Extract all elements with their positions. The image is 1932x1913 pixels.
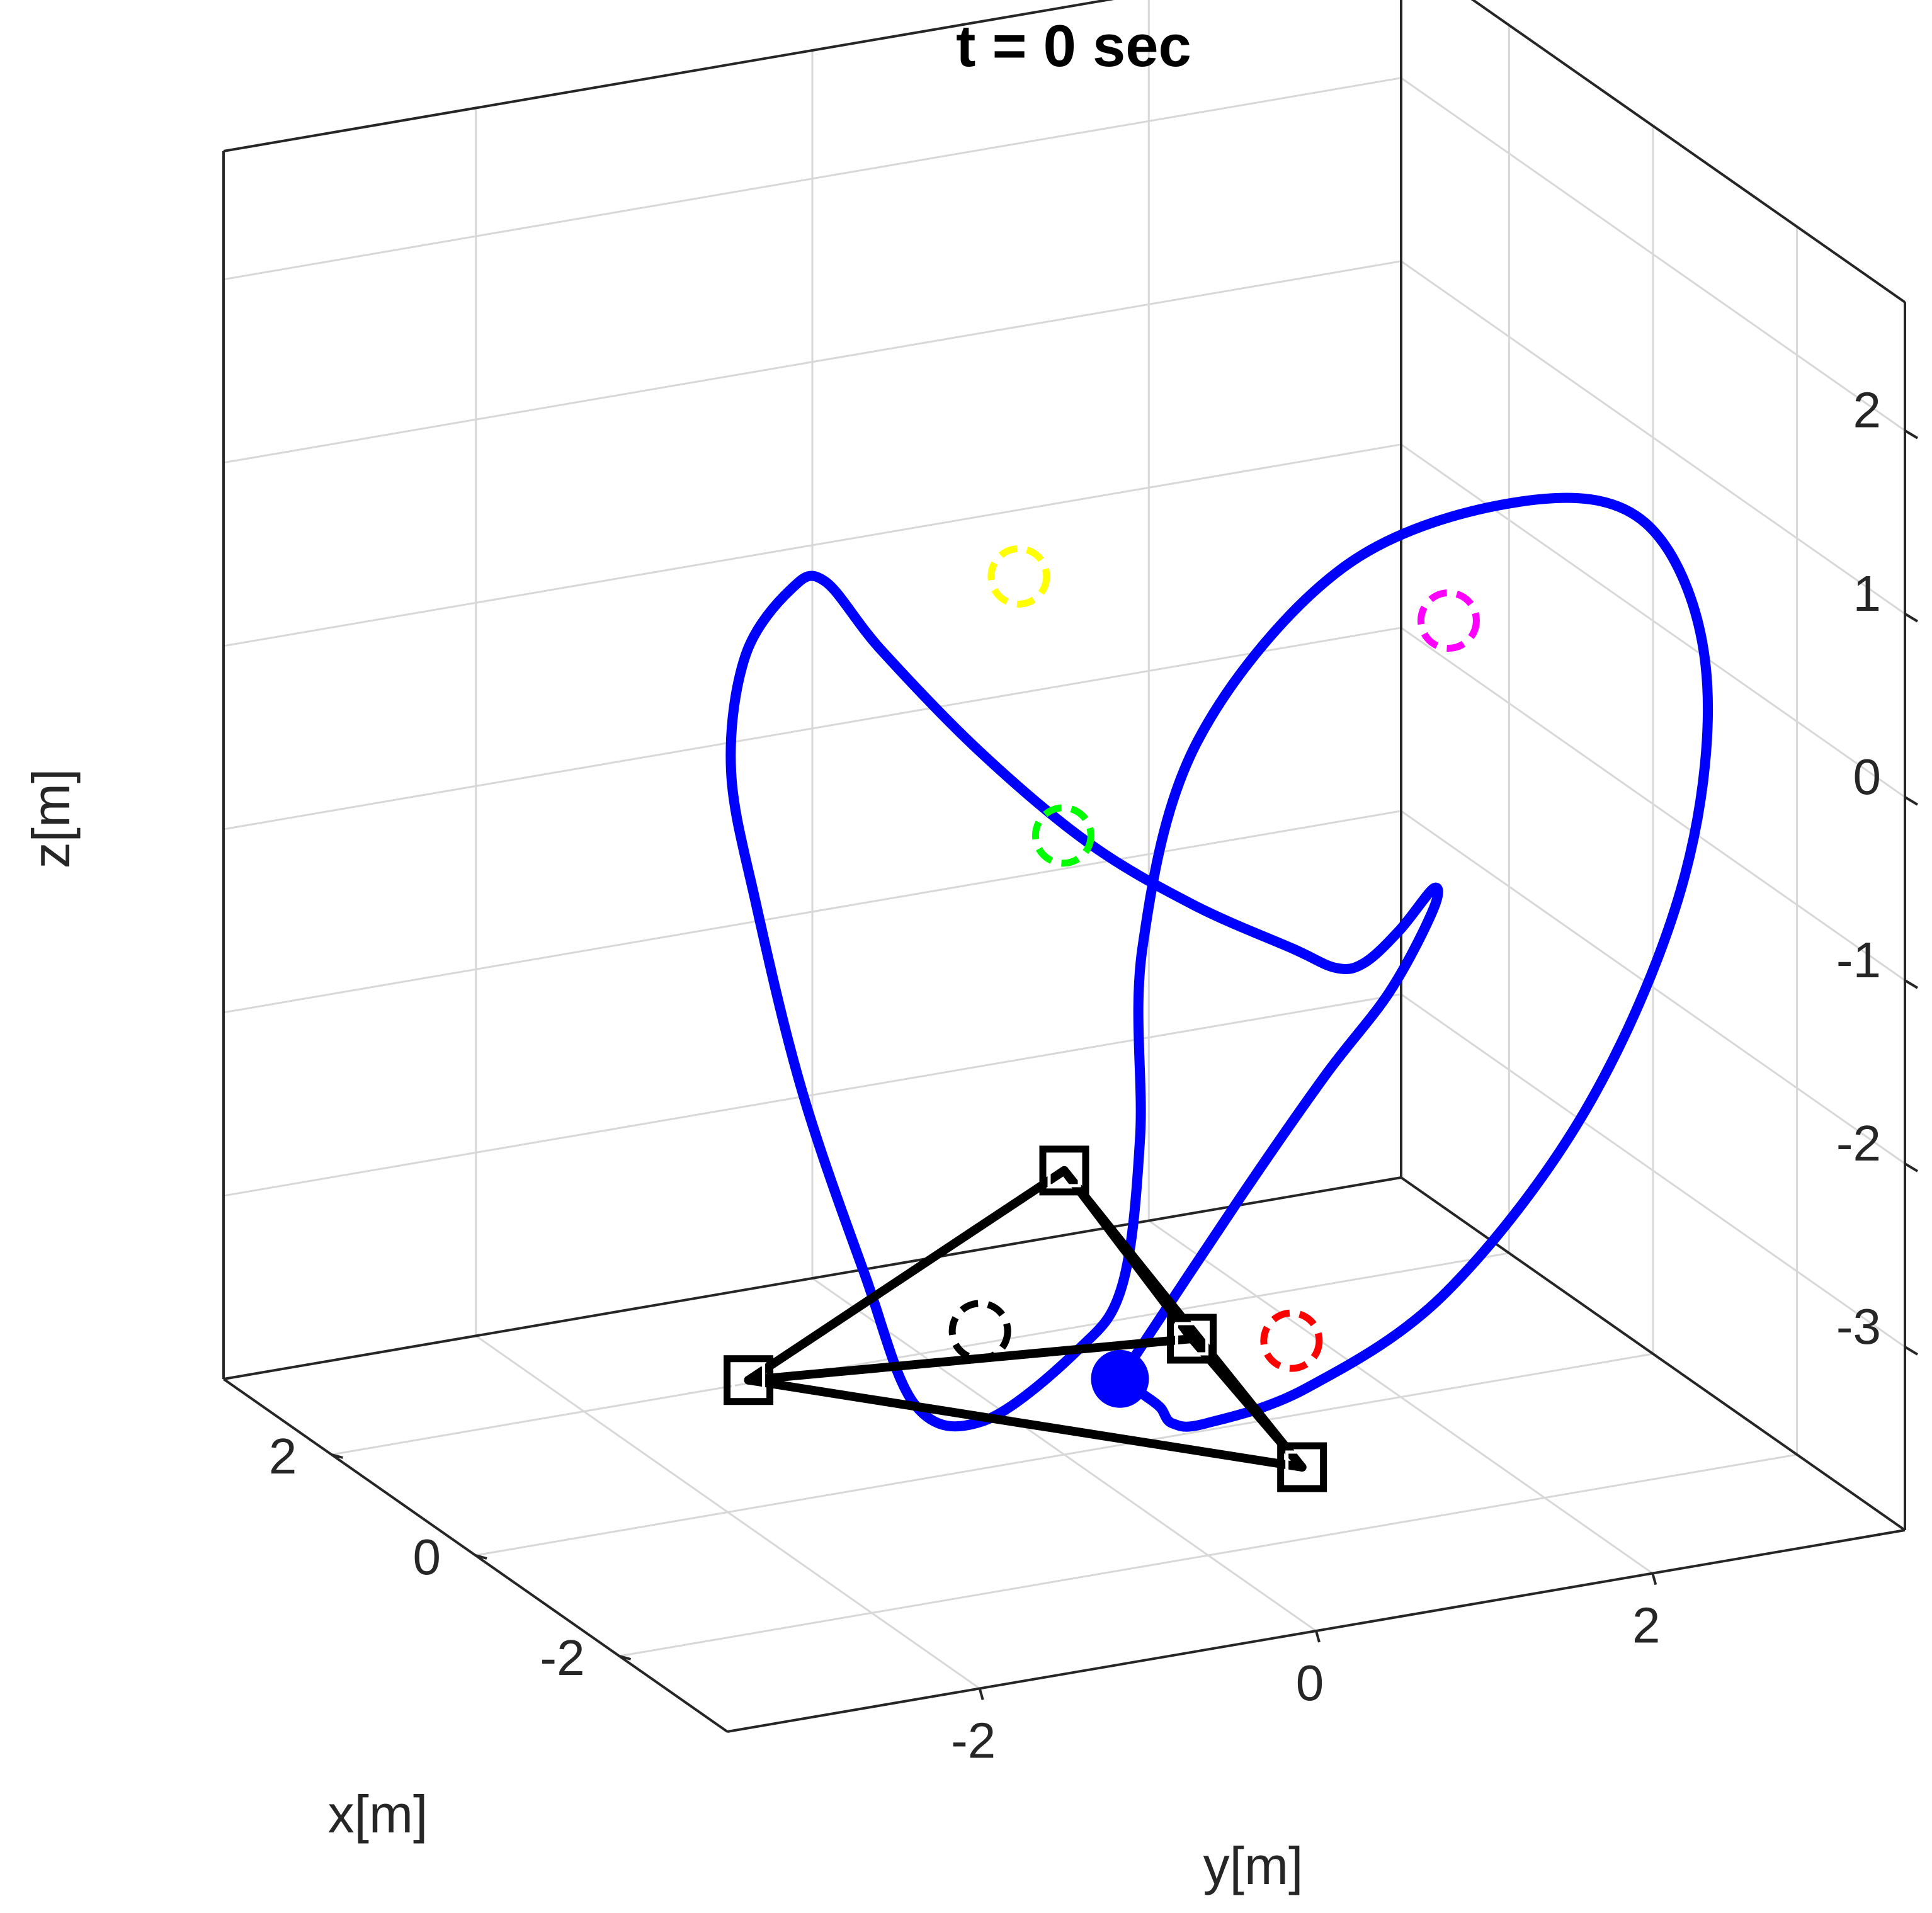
vertex-square-inner — [732, 1363, 766, 1397]
x-tick-mark — [619, 1655, 632, 1660]
target-marker — [1031, 804, 1094, 867]
grid-line-floor-y — [475, 1335, 980, 1689]
structure-edge — [744, 1166, 1069, 1385]
grid-line-back-z — [223, 443, 1402, 647]
grid-line-back-z — [223, 810, 1402, 1014]
z-tick-mark — [1904, 1162, 1919, 1172]
vertex-square-inner — [1047, 1154, 1081, 1188]
vertex-square-inner — [1175, 1322, 1209, 1356]
x-tick-label: -2 — [540, 1630, 584, 1686]
tick-marks — [331, 429, 1919, 1700]
chart-title: t = 0 sec — [956, 13, 1191, 79]
grid-line-back-z — [223, 627, 1402, 831]
grid-line-floor-y — [1148, 1220, 1654, 1574]
z-tick-mark — [1904, 1346, 1919, 1356]
z-tick-label: 1 — [1853, 565, 1882, 622]
grid-line-back-z — [223, 77, 1402, 281]
x-axis-label: x[m] — [328, 1785, 428, 1844]
grid-line-floor-y — [812, 1277, 1317, 1632]
trajectory-line — [725, 492, 1713, 1432]
z-tick-label: -2 — [1836, 1115, 1881, 1171]
vertex-square-inner — [1285, 1450, 1319, 1484]
x-tick-mark — [331, 1453, 343, 1459]
y-tick-mark — [1651, 1573, 1657, 1586]
target-marker — [987, 545, 1050, 608]
tick-labels: -2 0 2 -2 0 2 -3 -2 -1 0 1 2 — [269, 382, 1881, 1769]
plot-series — [725, 492, 1713, 1432]
y-tick-label: 0 — [1296, 1655, 1324, 1711]
z-tick-label: 2 — [1853, 382, 1882, 438]
vertex-square-marker — [724, 1355, 774, 1405]
grid-line-back-z — [223, 993, 1402, 1197]
box-edge — [1470, 0, 1906, 304]
grid-line-side-z — [1401, 77, 1906, 431]
x-tick-mark — [475, 1554, 487, 1560]
grid-line-side-z — [1401, 627, 1906, 982]
axis-labels: t = 0 sec x[m] y[m] z[m] — [21, 13, 1303, 1895]
box-edge — [223, 0, 1115, 152]
target-marker — [1417, 589, 1480, 652]
structure-edge — [1060, 1166, 1196, 1343]
grid-line-back-z — [223, 260, 1402, 464]
z-tick-label: 0 — [1853, 749, 1882, 805]
structure-edge — [744, 1334, 1196, 1385]
y-axis-label: y[m] — [1203, 1836, 1304, 1895]
box-edge — [223, 1176, 1402, 1380]
y-tick-mark — [978, 1688, 984, 1700]
vertex-square-marker — [1039, 1145, 1089, 1196]
z-tick-label: -1 — [1836, 932, 1881, 988]
target-markers — [948, 545, 1480, 1372]
box-edge — [1400, 1176, 1906, 1531]
x-tick-label: 0 — [413, 1529, 441, 1585]
target-marker — [948, 1300, 1011, 1363]
grid-lines — [223, 0, 1906, 1689]
y-tick-label: 2 — [1632, 1598, 1661, 1654]
vertex-square-marker — [1167, 1314, 1217, 1364]
z-tick-mark — [1904, 613, 1919, 623]
current-position-marker — [1091, 1349, 1149, 1408]
z-tick-mark — [1904, 979, 1919, 989]
y-tick-label: -2 — [951, 1712, 996, 1768]
z-tick-mark — [1904, 429, 1919, 440]
x-tick-label: 2 — [269, 1428, 297, 1484]
target-marker — [1260, 1309, 1323, 1372]
structure-edge — [744, 1375, 1307, 1472]
vertex-square-marker — [1277, 1442, 1327, 1492]
grid-line-side-z — [1401, 810, 1906, 1165]
z-tick-label: -3 — [1836, 1298, 1881, 1354]
z-tick-mark — [1904, 796, 1919, 806]
grid-line-side-z — [1401, 993, 1906, 1348]
z-axis-label: z[m] — [21, 769, 81, 869]
tetrahedron-structure — [724, 1145, 1327, 1492]
y-tick-mark — [1315, 1630, 1321, 1643]
grid-line-side-z — [1401, 260, 1906, 615]
